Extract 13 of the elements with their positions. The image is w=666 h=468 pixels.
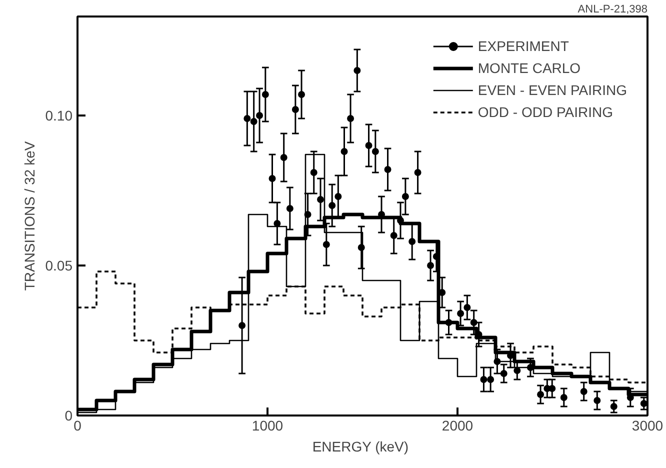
y-tick-label: 0.05: [45, 258, 73, 274]
y-tick-label: 0.10: [45, 108, 73, 124]
legend-label: MONTE CARLO: [478, 60, 581, 76]
legend-label: ODD - ODD PAIRING: [478, 104, 613, 120]
x-tick-label: 1000: [252, 418, 284, 434]
legend-label: EVEN - EVEN PAIRING: [478, 82, 627, 98]
x-tick-label: 2000: [442, 418, 474, 434]
y-axis-title: TRANSITIONS / 32 keV: [21, 140, 38, 291]
x-axis-title: ENERGY (keV): [312, 438, 409, 454]
y-tick-label: 0: [64, 408, 73, 424]
legend-label: EXPERIMENT: [478, 38, 569, 54]
x-tick-label: 3000: [632, 418, 664, 434]
text: ANL-P-21,398: [578, 4, 648, 16]
